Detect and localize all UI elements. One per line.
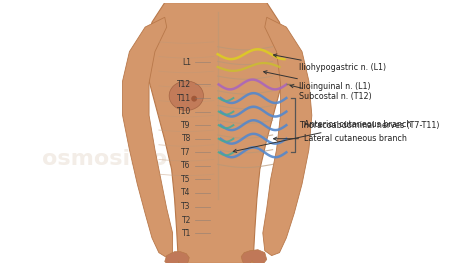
Text: Lateral cutaneous branch: Lateral cutaneous branch xyxy=(273,134,407,143)
Text: T11: T11 xyxy=(177,94,191,103)
Text: T2: T2 xyxy=(182,216,191,225)
Text: T8: T8 xyxy=(182,134,191,143)
Text: T12: T12 xyxy=(177,80,191,89)
Text: T3: T3 xyxy=(182,202,191,211)
Text: Anterior cutaneous branch: Anterior cutaneous branch xyxy=(233,120,411,152)
Ellipse shape xyxy=(191,96,197,102)
Text: Iliohypogastric n. (L1): Iliohypogastric n. (L1) xyxy=(273,54,386,72)
Text: Subcostal n. (T12): Subcostal n. (T12) xyxy=(290,85,372,101)
Text: T9: T9 xyxy=(182,121,191,130)
Ellipse shape xyxy=(169,81,203,110)
Polygon shape xyxy=(165,252,189,266)
Text: T6: T6 xyxy=(182,161,191,170)
Text: L1: L1 xyxy=(182,57,191,66)
Text: Thoracoabdominal nerves (T7-T11): Thoracoabdominal nerves (T7-T11) xyxy=(299,121,439,130)
Text: T10: T10 xyxy=(177,107,191,116)
Polygon shape xyxy=(263,17,312,256)
Text: Ilioinguinal n. (L1): Ilioinguinal n. (L1) xyxy=(264,71,371,91)
Polygon shape xyxy=(241,250,267,266)
Text: T7: T7 xyxy=(182,148,191,157)
Text: osmosis.org: osmosis.org xyxy=(42,149,194,169)
Text: T4: T4 xyxy=(182,189,191,197)
Polygon shape xyxy=(123,17,173,257)
Text: T1: T1 xyxy=(182,229,191,238)
Text: T5: T5 xyxy=(182,175,191,184)
Polygon shape xyxy=(145,3,286,263)
